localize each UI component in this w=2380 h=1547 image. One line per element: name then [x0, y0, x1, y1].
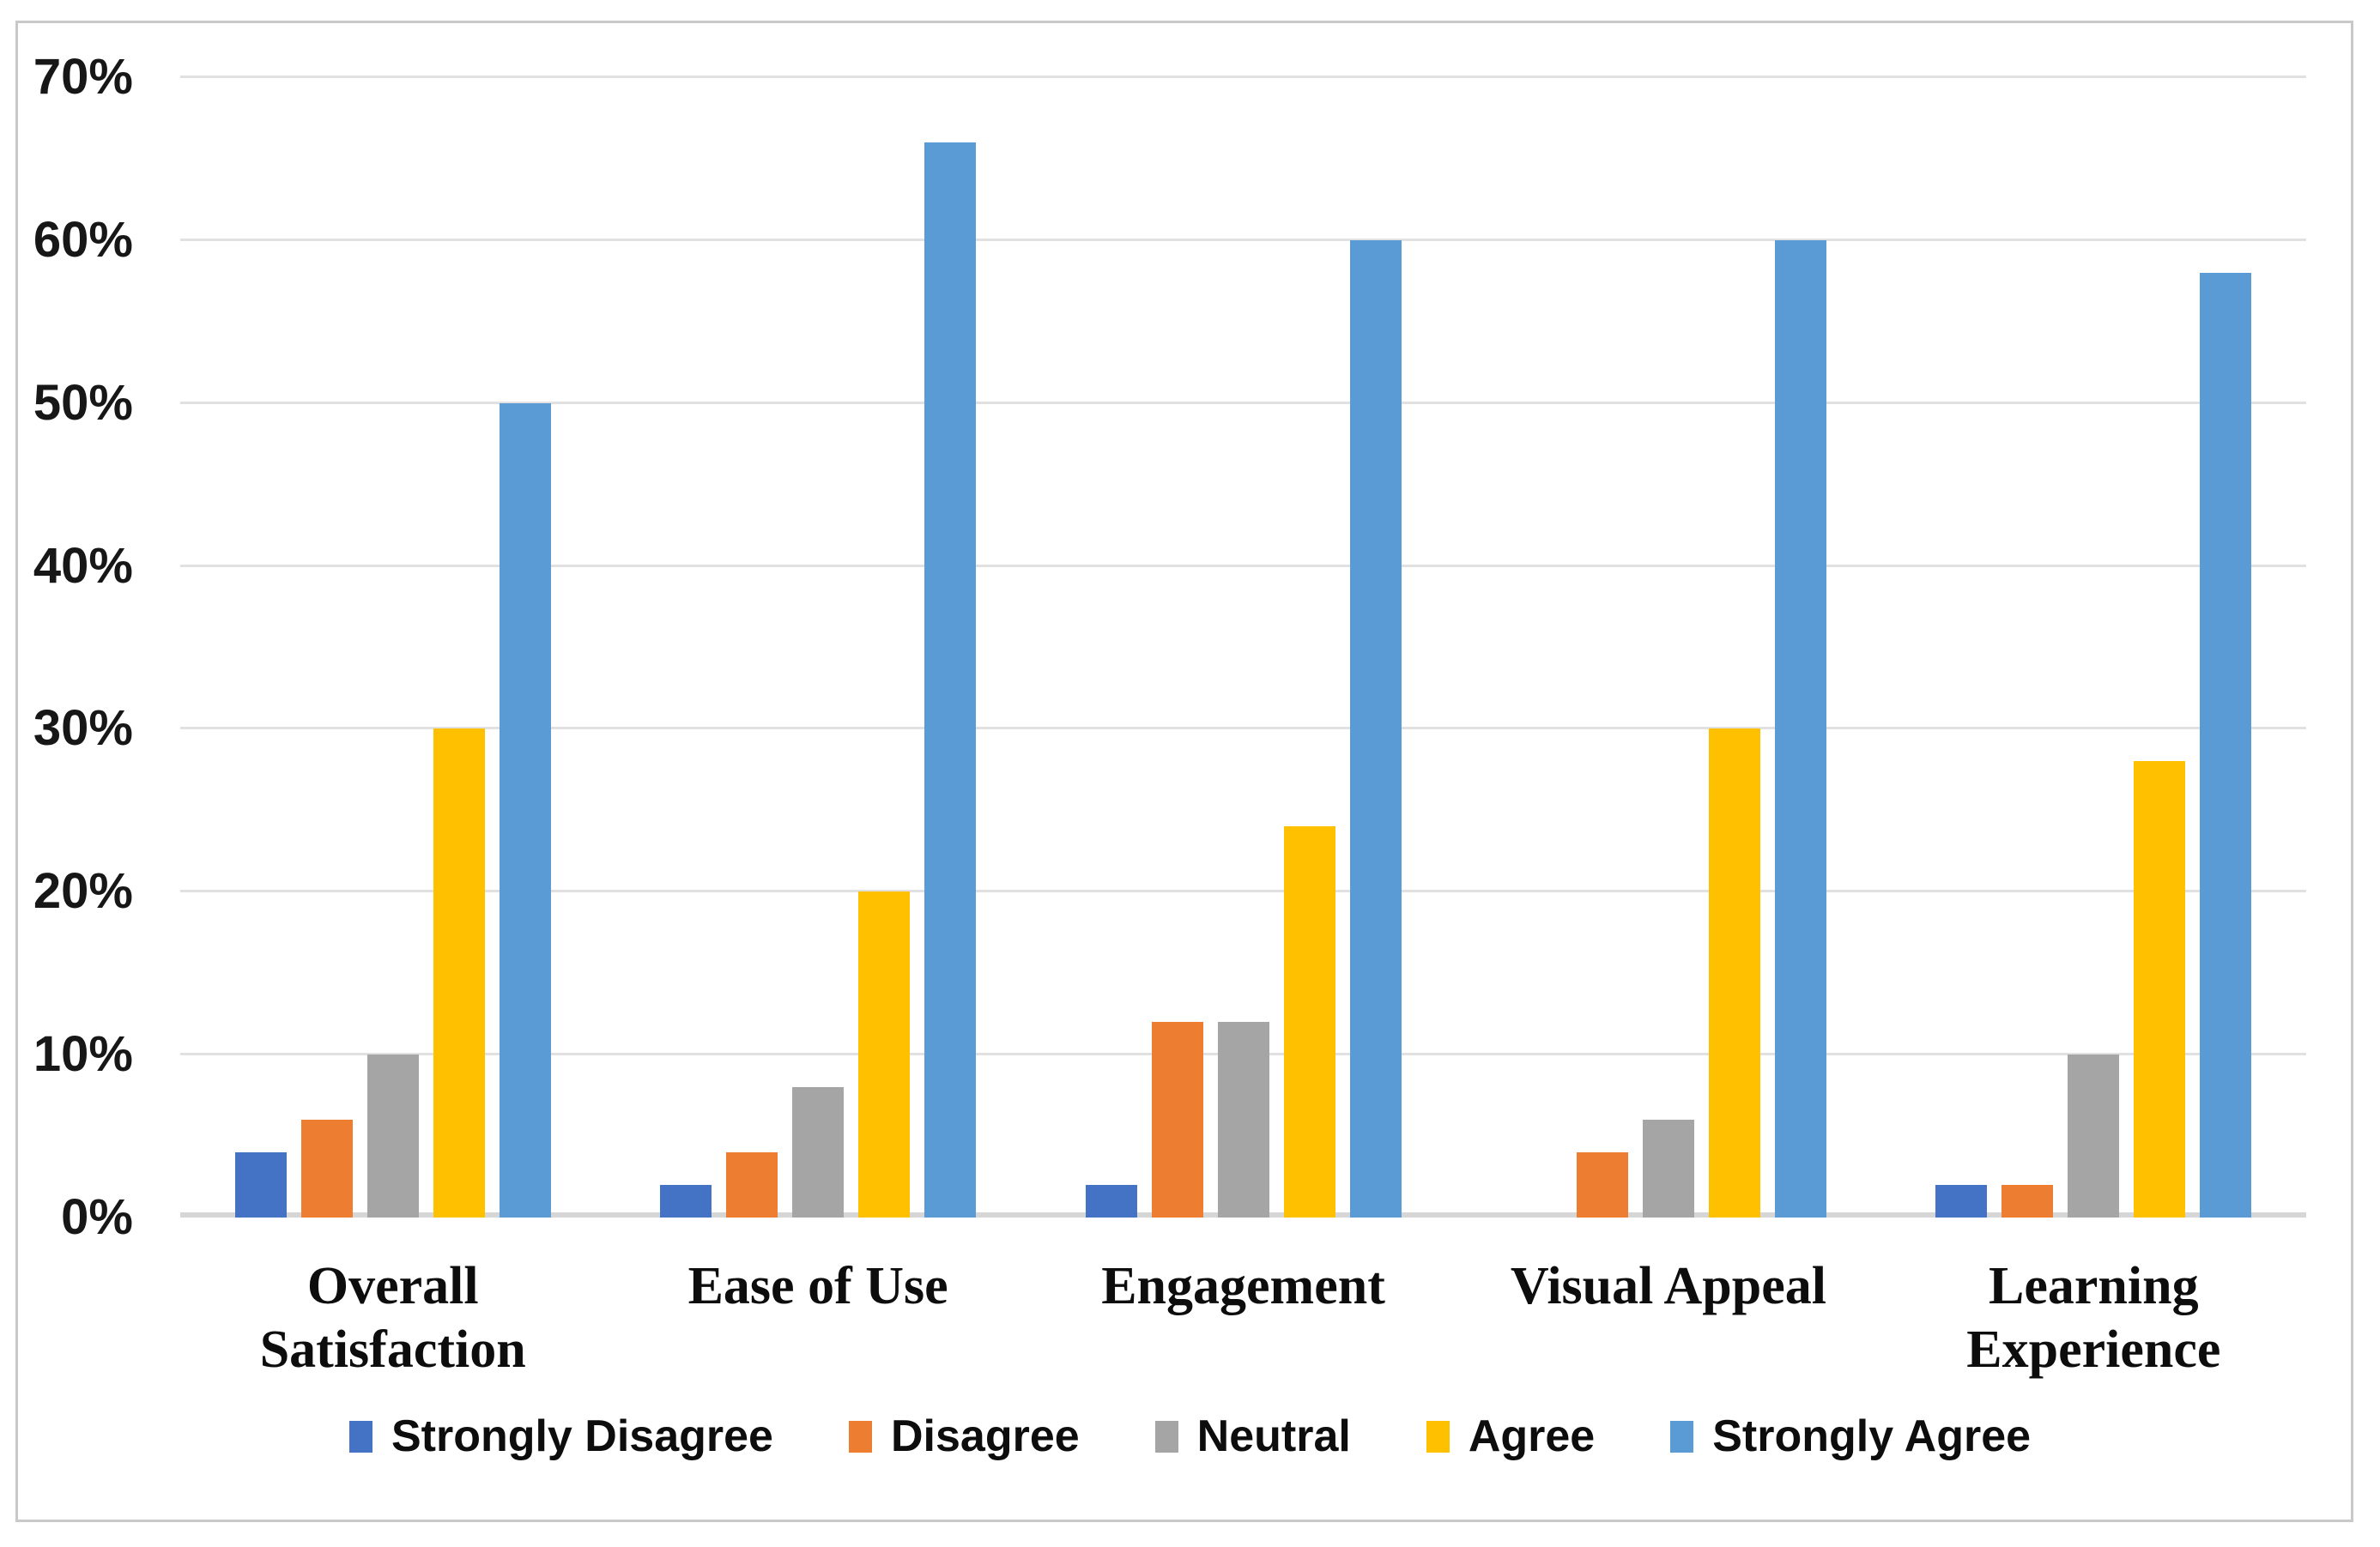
- category-label-learning-experience: Learning Experience: [1966, 1257, 2221, 1380]
- legend-item-neutral: Neutral: [1154, 1411, 1351, 1461]
- y-tick-label-40pct: 40%: [33, 537, 133, 594]
- bar-learning-experience-neutral: [2068, 1054, 2120, 1218]
- bar-visual-appeal-strongly-agree: [1774, 239, 1826, 1218]
- category-label-visual-appeal: Visual Appeal: [1510, 1257, 1826, 1315]
- bar-learning-experience-strongly-disagree: [1935, 1185, 1988, 1218]
- bar-overall-satisfaction-neutral: [366, 1054, 419, 1218]
- y-tick-label-0pct: 0%: [61, 1189, 133, 1245]
- category-label-ease-of-use: Ease of Use: [687, 1257, 948, 1315]
- legend-marker-strongly-disagree: [348, 1420, 372, 1453]
- y-tick-label-10pct: 10%: [33, 1026, 133, 1083]
- category-label-engagement: Engagement: [1101, 1257, 1385, 1315]
- y-tick-label-50pct: 50%: [33, 374, 133, 431]
- legend-label-strongly-disagree: Strongly Disagree: [391, 1411, 773, 1461]
- bar-engagement-strongly-agree: [1349, 239, 1402, 1218]
- legend-label-agree: Agree: [1468, 1411, 1596, 1461]
- y-tick-label-60pct: 60%: [33, 211, 133, 268]
- legend-marker-strongly-agree: [1670, 1420, 1694, 1453]
- bar-overall-satisfaction-agree: [433, 728, 485, 1218]
- bar-ease-of-use-neutral: [792, 1087, 845, 1218]
- bar-overall-satisfaction-disagree: [300, 1120, 353, 1218]
- plot-area: [180, 76, 2306, 1218]
- y-tick-label-30pct: 30%: [33, 700, 133, 757]
- legend: Strongly Disagree Disagree Neutral Agree Str…: [0, 1414, 2380, 1459]
- legend-item-strongly-agree: Strongly Agree: [1670, 1414, 2031, 1459]
- bar-overall-satisfaction-strongly-agree: [499, 402, 551, 1218]
- legend-label-neutral: Neutral: [1196, 1411, 1351, 1461]
- legend-marker-agree: [1426, 1420, 1450, 1453]
- legend-marker-neutral: [1154, 1420, 1178, 1453]
- gridline-40: [180, 564, 2306, 567]
- category-label-overall-satisfaction: Overall Satisfaction: [259, 1257, 526, 1380]
- gridline-20: [180, 890, 2306, 893]
- legend-label-strongly-agree: Strongly Agree: [1712, 1411, 2032, 1461]
- group-visual-appeal: [1456, 77, 1880, 1218]
- legend-item-strongly-disagree: Strongly Disagree: [348, 1411, 773, 1461]
- gridline-60: [180, 238, 2306, 241]
- bar-engagement-strongly-disagree: [1085, 1185, 1137, 1218]
- gridline-50: [180, 401, 2306, 404]
- bar-engagement-neutral: [1217, 1022, 1269, 1218]
- bar-ease-of-use-strongly-disagree: [660, 1185, 712, 1218]
- bar-visual-appeal-neutral: [1642, 1120, 1694, 1218]
- bar-overall-satisfaction-strongly-disagree: [234, 1152, 287, 1218]
- bar-engagement-agree: [1283, 826, 1335, 1218]
- bar-learning-experience-agree: [2134, 761, 2186, 1218]
- y-tick-label-20pct: 20%: [33, 863, 133, 920]
- gridline-30: [180, 727, 2306, 730]
- bar-ease-of-use-disagree: [726, 1152, 778, 1218]
- bar-visual-appeal-agree: [1708, 728, 1760, 1218]
- group-engagement: [1031, 77, 1456, 1218]
- bar-ease-of-use-agree: [858, 891, 911, 1218]
- legend-item-agree: Agree: [1426, 1414, 1595, 1459]
- bar-ease-of-use-strongly-agree: [924, 142, 977, 1218]
- legend-marker-disagree: [848, 1420, 872, 1453]
- group-ease-of-use: [605, 77, 1030, 1218]
- x-axis-category-labels: Overall Satisfaction Ease of Use Engagemen…: [180, 1254, 2306, 1382]
- group-learning-experience: [1881, 77, 2306, 1218]
- legend-label-disagree: Disagree: [890, 1411, 1080, 1461]
- bar-learning-experience-strongly-agree: [2200, 272, 2252, 1218]
- bar-groups: [180, 77, 2306, 1218]
- y-tick-label-70pct: 70%: [33, 49, 133, 105]
- bar-visual-appeal-disagree: [1576, 1152, 1628, 1218]
- group-overall-satisfaction: [180, 77, 605, 1218]
- figure-border: [15, 21, 2353, 1522]
- bar-engagement-disagree: [1151, 1022, 1203, 1218]
- gridline-70: [180, 76, 2306, 78]
- legend-item-disagree: Disagree: [848, 1411, 1080, 1461]
- bar-learning-experience-disagree: [2002, 1185, 2054, 1218]
